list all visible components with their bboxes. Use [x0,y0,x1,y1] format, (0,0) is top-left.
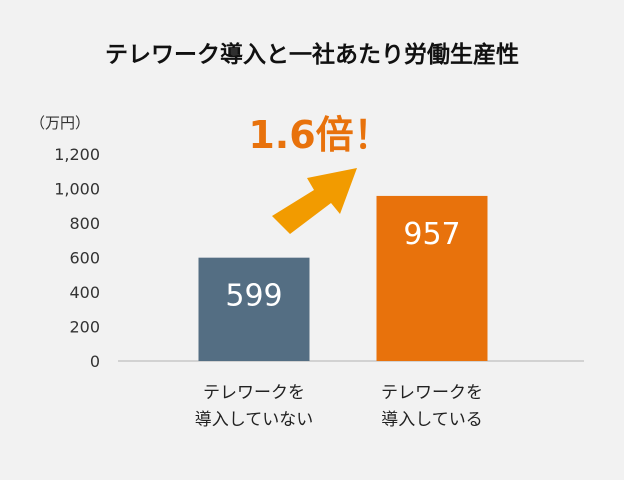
bar-1 [198,257,310,361]
y-axis-unit-label: （万円） [30,114,90,132]
category-label: 導入していない [195,410,314,430]
y-tick-label: 800 [69,214,100,233]
y-tick-label: 0 [90,352,100,371]
increase-arrow-icon [272,168,357,234]
bar-value-label: 599 [225,279,282,314]
bar-value-label: 957 [403,217,460,252]
y-tick-label: 400 [69,283,100,302]
y-axis-ticks: 0 200 400 600 800 1,000 1,200 [54,145,100,371]
y-tick-label: 200 [69,318,100,337]
growth-annotation: 1.6倍！ [248,113,391,157]
category-label: 導入している [381,410,483,430]
y-tick-label: 1,000 [54,180,100,199]
y-tick-label: 600 [69,249,100,268]
category-label: テレワークを [381,383,483,403]
y-tick-label: 1,200 [54,145,100,164]
bar-2 [376,195,488,361]
chart-title: テレワーク導入と一社あたり労働生産性 [105,41,519,68]
category-label: テレワークを [203,383,305,403]
